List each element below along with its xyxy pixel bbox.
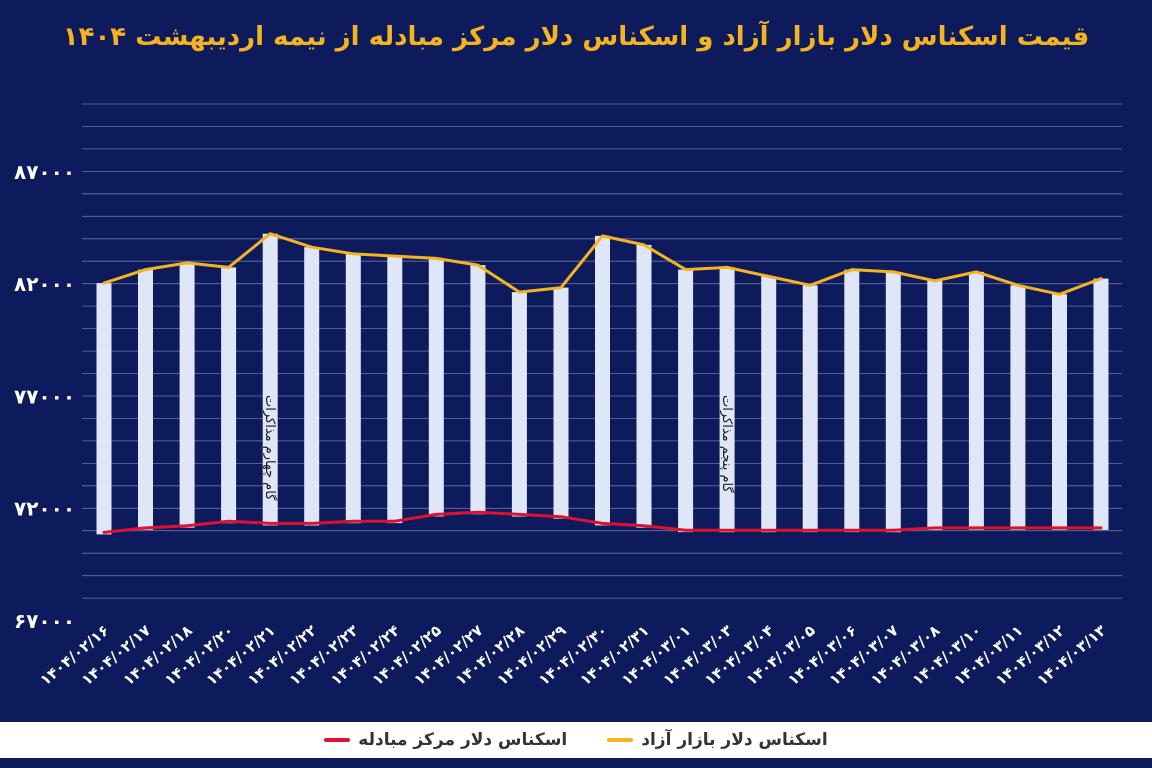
bar [1093,278,1109,530]
bar [636,244,652,528]
bar [719,267,735,533]
bar [595,235,610,526]
bar [553,287,569,519]
y-tick-label: ۷۷۰۰۰ [14,384,75,408]
bar [844,269,860,533]
y-tick-label: ۷۲۰۰۰ [14,497,75,521]
bar [678,269,694,533]
bar [885,271,901,533]
bar [511,292,527,517]
bar [1052,294,1067,530]
bar [345,253,361,524]
legend: اسکناس دلار بازار آزاد اسکناس دلار مرکز … [0,722,1152,758]
annotation-label: گام پنجم مذاکرات [719,395,735,493]
legend-item-free-market: اسکناس دلار بازار آزاد [607,730,828,750]
legend-label-free-market: اسکناس دلار بازار آزاد [641,730,828,750]
bar [387,256,403,524]
bar [470,265,486,515]
y-tick-label: ۸۷۰۰۰ [14,160,75,184]
legend-swatch-free-market [607,738,634,742]
chart-title: قیمت اسکناس دلار بازار آزاد و اسکناس دلا… [62,22,1090,52]
bar [304,247,320,526]
bar [927,280,943,530]
bar [802,285,818,533]
series-line-exchange-center [102,510,1103,534]
bar [761,276,777,533]
bar [96,283,112,535]
y-tick-label: ۶۷۰۰۰ [14,609,75,633]
series-line-free-market [102,232,1103,296]
bar [968,271,984,530]
bar [221,267,237,524]
legend-label-exchange-center: اسکناس دلار مرکز مبادله [358,730,568,750]
legend-swatch-exchange-center [324,738,351,742]
y-tick-label: ۸۲۰۰۰ [14,272,75,296]
legend-item-exchange-center: اسکناس دلار مرکز مبادله [324,730,567,750]
bar [1010,285,1026,530]
bar [179,262,195,528]
bar [138,269,153,530]
bar [262,233,278,526]
annotation-label: گام چهارم مذاکرات [262,395,278,501]
bar [428,258,444,517]
chart-svg: ۶۷۰۰۰ ۷۲۰۰۰ ۷۷۰۰۰ ۸۲۰۰۰ ۸۷۰۰۰ گام چهارم مذاکر… [14,103,1122,689]
